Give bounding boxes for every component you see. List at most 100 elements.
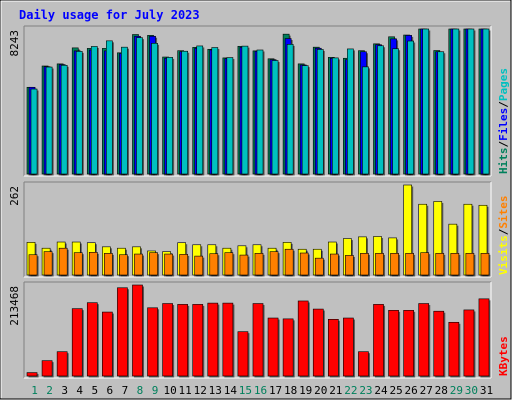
bar-pages: [256, 49, 264, 175]
bar-kbytes: [177, 304, 189, 377]
y-max-label: 262: [8, 186, 21, 206]
x-tick-label: 9: [152, 384, 159, 397]
x-tick-label: 26: [405, 384, 418, 397]
bar-pages: [467, 28, 475, 175]
bar-pages: [151, 43, 158, 175]
y-max-label: 213468: [8, 286, 21, 326]
bar-sites: [465, 253, 475, 276]
legend-entry: Sites: [497, 196, 510, 229]
bar-kbytes: [56, 351, 68, 377]
x-tick-label: 17: [269, 384, 282, 397]
bar-sites: [149, 252, 158, 276]
legend-entry: Files: [497, 108, 510, 141]
x-tick-label: 1: [31, 384, 38, 397]
x-tick-label: 5: [91, 384, 98, 397]
bar-pages: [392, 48, 399, 175]
bar-kbytes: [102, 311, 113, 377]
bar-sites: [375, 253, 384, 276]
x-tick-label: 6: [107, 384, 114, 397]
bar-sites: [480, 253, 490, 276]
bar-pages: [166, 57, 173, 175]
bar-pages: [226, 57, 234, 175]
bar-sites: [405, 253, 414, 276]
bar-pages: [286, 44, 294, 175]
x-tick-label: 10: [163, 384, 176, 397]
x-tick-label: 30: [465, 384, 478, 397]
bar-sites: [314, 257, 324, 276]
bar-pages: [181, 50, 189, 175]
bar-pages: [45, 66, 53, 175]
x-tick-label: 27: [420, 384, 433, 397]
x-tick-label: 15: [239, 384, 252, 397]
x-tick-label: 16: [254, 384, 267, 397]
legend-entry: /: [497, 101, 510, 108]
bar-kbytes: [71, 308, 83, 377]
bar-kbytes: [252, 303, 264, 377]
bar-kbytes: [358, 351, 369, 377]
bar-pages: [452, 28, 460, 175]
x-tick-label: 28: [435, 384, 448, 397]
bar-pages: [196, 45, 204, 175]
bar-kbytes: [373, 304, 384, 377]
x-tick-label: 22: [344, 384, 357, 397]
bar-sites: [224, 252, 234, 276]
x-tick-label: 29: [450, 384, 463, 397]
bar-kbytes: [448, 321, 460, 377]
bar-sites: [329, 253, 339, 276]
bar-pages: [90, 46, 98, 175]
bar-kbytes: [403, 310, 414, 377]
bar-sites: [179, 254, 189, 276]
x-tick-label: 18: [284, 384, 297, 397]
x-tick-label: 2: [46, 384, 53, 397]
bar-pages: [437, 51, 445, 175]
bar-sites: [43, 251, 53, 276]
bar-pages: [331, 57, 339, 175]
bar-sites: [450, 253, 460, 276]
bar-sites: [254, 253, 264, 276]
bar-sites: [119, 254, 128, 276]
bar-sites: [360, 253, 369, 276]
panel-kbytes: 213468 KBytes: [8, 281, 510, 379]
bar-pages: [271, 60, 279, 175]
x-tick-label: 7: [122, 384, 129, 397]
x-tick-label: 14: [224, 384, 238, 397]
bar-pages: [316, 49, 324, 175]
bar-pages: [30, 88, 38, 175]
bar-kbytes: [267, 317, 279, 377]
bar-pages: [60, 64, 68, 175]
bar-pages: [106, 40, 113, 175]
x-tick-label: 25: [389, 384, 402, 397]
legend: Visits/Sites: [497, 196, 510, 276]
bar-sites: [88, 252, 98, 276]
bar-pages: [422, 28, 430, 175]
bar-sites: [390, 253, 399, 276]
bar-kbytes: [388, 310, 399, 377]
bar-kbytes: [327, 319, 339, 377]
bar-kbytes: [41, 360, 53, 377]
bar-sites: [104, 253, 113, 276]
legend-entry: KBytes: [497, 336, 510, 376]
bar-kbytes: [192, 304, 204, 377]
bar-sites: [299, 252, 309, 276]
bar-kbytes: [297, 300, 309, 377]
chart-title: Daily usage for July 2023: [19, 8, 200, 22]
bar-sites: [239, 254, 249, 276]
bar-sites: [58, 247, 68, 276]
bar-pages: [407, 40, 414, 175]
x-tick-label: 4: [76, 384, 83, 397]
bar-sites: [28, 254, 38, 276]
x-tick-label: 8: [137, 384, 144, 397]
bar-kbytes: [463, 309, 475, 377]
bar-kbytes: [132, 284, 143, 377]
bar-kbytes: [282, 318, 294, 377]
bar-kbytes: [147, 307, 158, 377]
bar-sites: [209, 253, 219, 276]
bar-pages: [482, 28, 490, 175]
x-tick-label: 11: [179, 384, 192, 397]
x-tick-label: 31: [480, 384, 493, 397]
bar-pages: [136, 37, 143, 175]
bar-kbytes: [162, 303, 173, 377]
legend: KBytes: [497, 336, 510, 376]
bar-pages: [75, 51, 83, 175]
